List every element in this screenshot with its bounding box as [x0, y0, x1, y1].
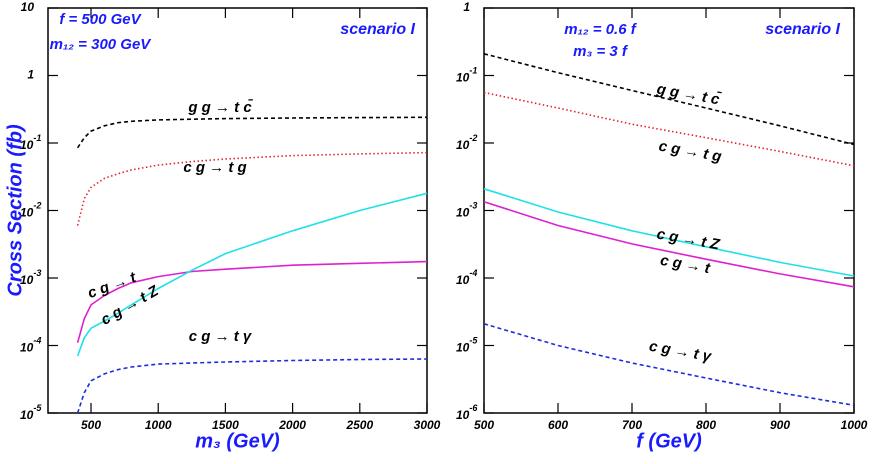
- y-tick-exponent: -4: [469, 268, 477, 278]
- plot-frame: [47, 7, 428, 414]
- y-tick-exponent: -5: [469, 336, 478, 346]
- series-line: [483, 53, 855, 146]
- y-tick-label: 10-1: [20, 133, 41, 152]
- series-line: [483, 91, 855, 167]
- y-tick-base: 10: [20, 273, 34, 287]
- y-tick-base: 10: [456, 341, 470, 355]
- y-tick-base: 10: [456, 206, 470, 220]
- x-axis-label: f (GeV): [636, 430, 702, 452]
- series-label: c g → t γ: [189, 328, 253, 345]
- series-line: [76, 260, 428, 343]
- y-tick-base: 10: [456, 138, 470, 152]
- y-tick-label: 10-2: [456, 133, 477, 152]
- x-tick-label: 1000: [145, 418, 172, 432]
- y-tick-label: 10-3: [20, 268, 41, 287]
- y-tick-base: 10: [20, 408, 34, 422]
- series-label: c g → t γ: [648, 338, 714, 366]
- x-tick-label: 600: [548, 418, 568, 432]
- y-tick-label: 10-3: [456, 201, 477, 220]
- y-tick-base: 10: [456, 71, 470, 85]
- y-tick-label: 10-4: [456, 268, 477, 287]
- x-tick-label: 500: [474, 418, 494, 432]
- y-tick-exponent: -4: [33, 336, 41, 346]
- x-tick-label: 1000: [841, 418, 868, 432]
- y-tick-label: 10-4: [20, 336, 41, 355]
- annotation: f = 500 GeV: [59, 11, 142, 28]
- series-line: [76, 192, 428, 357]
- x-tick-label: 2500: [345, 418, 373, 432]
- y-tick-label: 1: [463, 0, 470, 14]
- y-tick-label: 10: [21, 0, 35, 14]
- x-tick-label: 500: [81, 418, 101, 432]
- x-tick-label: 3000: [414, 418, 441, 432]
- y-tick-exponent: -3: [33, 268, 41, 278]
- series-line: [76, 151, 428, 226]
- annotation: m₁₂ = 0.6 f: [564, 21, 637, 38]
- y-tick-label: 1: [27, 68, 34, 82]
- series-line: [483, 188, 855, 277]
- x-tick-label: 800: [696, 418, 716, 432]
- y-tick-exponent: -3: [469, 201, 477, 211]
- y-tick-label: 10-2: [20, 201, 41, 220]
- y-tick-base: 10: [20, 138, 34, 152]
- series-line: [76, 358, 428, 414]
- series-label: c g → t: [659, 252, 712, 278]
- y-tick-base: 10: [456, 408, 470, 422]
- y-tick-base: 10: [20, 206, 34, 220]
- y-tick-exponent: -1: [33, 133, 41, 143]
- series-line: [483, 200, 855, 288]
- y-tick-label: 10-5: [20, 403, 42, 422]
- annotation: scenario I: [765, 21, 840, 38]
- y-axis-label: Cross Section (fb): [4, 124, 26, 297]
- x-tick-label: 1500: [212, 418, 239, 432]
- annotation: scenario I: [340, 21, 415, 38]
- y-tick-label: 10-6: [456, 403, 478, 422]
- x-tick-label: 900: [770, 418, 790, 432]
- y-tick-exponent: -5: [33, 403, 42, 413]
- y-tick-exponent: -1: [469, 66, 477, 76]
- y-tick-label: 10-1: [456, 66, 477, 85]
- x-axis-label: m₃ (GeV): [195, 430, 280, 452]
- y-tick-exponent: -2: [33, 201, 41, 211]
- y-tick-exponent: -2: [469, 133, 477, 143]
- series-label: g g → t c̄: [187, 98, 253, 116]
- annotation: m₁₂ = 300 GeV: [50, 36, 153, 53]
- series-line: [483, 323, 855, 407]
- series-label: c g → t g: [183, 159, 246, 176]
- series-label: c g → t g: [657, 138, 722, 166]
- annotation: m₃ = 3 f: [573, 43, 629, 60]
- y-tick-exponent: -6: [469, 403, 478, 413]
- x-tick-label: 2000: [278, 418, 306, 432]
- y-tick-base: 10: [456, 273, 470, 287]
- series-label: c g → t Z: [655, 226, 721, 254]
- y-tick-base: 10: [20, 341, 34, 355]
- x-tick-label: 700: [622, 418, 642, 432]
- y-tick-label: 10-5: [456, 336, 478, 355]
- series-line: [76, 116, 428, 149]
